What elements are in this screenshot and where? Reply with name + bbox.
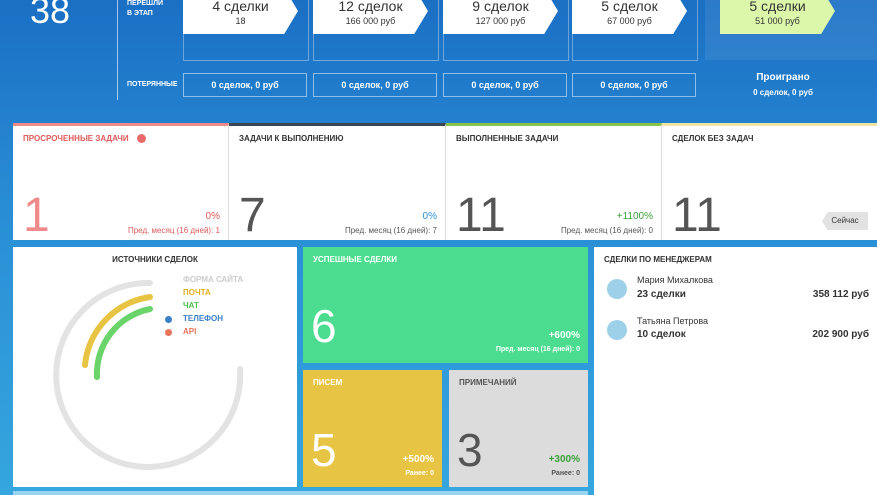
won-stage[interactable]: 5 сделки 51 000 руб	[720, 0, 835, 34]
stage-deals: 5 сделок	[601, 0, 658, 14]
letters-tile[interactable]: ПИСЕМ 5 +500% Ранее: 0	[303, 370, 442, 487]
alert-icon	[137, 134, 146, 143]
stage[interactable]: 4 сделки 18	[183, 0, 298, 34]
card-change: 0%	[205, 211, 220, 222]
tile-value: 5	[311, 424, 337, 476]
card-title: СДЕЛОК БЕЗ ЗАДАЧ	[672, 134, 754, 143]
notes-tile[interactable]: ПРИМЕЧАНИЙ 3 +300% Ранее: 0	[449, 370, 588, 487]
divider	[117, 0, 118, 100]
stage-amount: 127 000 руб	[475, 16, 526, 26]
managers-widget: СДЕЛКИ ПО МЕНЕДЖЕРАМ Мария Михалкова 23 …	[594, 247, 877, 495]
legend-dot	[165, 316, 172, 323]
card-title: ЗАДАЧИ К ВЫПОЛНЕНИЮ	[239, 134, 344, 143]
legend-item: ПОЧТА	[183, 288, 211, 297]
card-title: ПРОСРОЧЕННЫЕ ЗАДАЧИ	[23, 134, 129, 143]
tile-title: ПИСЕМ	[313, 378, 343, 387]
card-value: 11	[672, 189, 722, 242]
successful-tile[interactable]: УСПЕШНЫЕ СДЕЛКИ 6 +600% Пред. месяц (16 …	[303, 247, 588, 363]
legend-item: API	[183, 327, 197, 336]
card-prev: Пред. месяц (16 дней): 1	[127, 226, 220, 235]
stage[interactable]: 5 сделок 67 000 руб	[572, 0, 687, 34]
tile-title: ПРИМЕЧАНИЙ	[459, 378, 517, 387]
tile-title: УСПЕШНЫЕ СДЕЛКИ	[313, 255, 397, 264]
tile-prev: Ранее: 0	[551, 470, 580, 477]
arc	[82, 294, 153, 368]
manager-name[interactable]: Татьяна Петрова	[637, 316, 709, 326]
stage-lost: 0 сделок, 0 руб	[572, 73, 696, 97]
tile-change: +600%	[548, 330, 580, 341]
stage[interactable]: 9 сделок 127 000 руб	[443, 0, 558, 34]
legend-dot	[165, 329, 172, 336]
legend-item: ТЕЛЕФОН	[183, 314, 223, 323]
task-card[interactable]: ЗАДАЧИ К ВЫПОЛНЕНИЮ 7 0% Пред. месяц (16…	[229, 123, 446, 242]
card-title: ВЫПОЛНЕННЫЕ ЗАДАЧИ	[456, 134, 559, 143]
card-change: +1100%	[616, 211, 653, 222]
tile-prev: Пред. месяц (16 дней): 0	[495, 346, 580, 353]
moved-label: ПЕРЕШЛИ	[127, 0, 164, 7]
stage-deals: 4 сделки	[212, 0, 269, 14]
lost-total-title: Проиграно	[756, 72, 810, 83]
card-value: 11	[456, 189, 506, 242]
next-row	[13, 491, 588, 495]
arc	[93, 306, 153, 380]
manager-deals: 23 сделки	[637, 289, 686, 300]
manager-amount: 202 900 руб	[812, 329, 869, 340]
total: 38	[30, 0, 71, 31]
tile-value: 6	[311, 300, 337, 352]
moved-label: В ЭТАП	[127, 10, 153, 17]
avatar	[607, 279, 627, 299]
stage-deals: 9 сделок	[472, 0, 529, 14]
tile-value: 3	[457, 424, 483, 476]
sources-widget: ИСТОЧНИКИ СДЕЛОК ФОРМА САЙТА ПОЧТА ЧАТ Т…	[13, 247, 297, 487]
widget-title: СДЕЛКИ ПО МЕНЕДЖЕРАМ	[604, 255, 712, 264]
task-card[interactable]: СДЕЛОК БЕЗ ЗАДАЧ 11 Сейчас	[662, 123, 877, 242]
manager-deals: 10 сделок	[637, 329, 686, 340]
tile-change: +300%	[548, 454, 580, 465]
widget-title: ИСТОЧНИКИ СДЕЛОК	[112, 255, 198, 264]
task-card[interactable]: ПРОСРОЧЕННЫЕ ЗАДАЧИ 1 0% Пред. месяц (16…	[13, 123, 229, 242]
legend-item: ФОРМА САЙТА	[183, 275, 244, 284]
card-prev: Пред. месяц (16 дней): 0	[560, 226, 653, 235]
lost-label: ПОТЕРЯННЫЕ	[127, 81, 178, 88]
card-value: 1	[23, 189, 50, 242]
card-value: 7	[239, 189, 266, 242]
card-change: 0%	[422, 211, 437, 222]
tile-change: +500%	[402, 454, 434, 465]
arc	[53, 279, 244, 470]
manager-name[interactable]: Мария Михалкова	[637, 275, 713, 285]
avatar	[607, 320, 627, 340]
manager-amount: 358 112 руб	[812, 289, 869, 300]
tile-prev: Ранее: 0	[405, 470, 434, 477]
card-prev: Пред. месяц (16 дней): 7	[344, 226, 437, 235]
stage-amount: 67 000 руб	[607, 16, 652, 26]
lost-total-value: 0 сделок, 0 руб	[753, 88, 813, 97]
stage[interactable]: 12 сделок 166 000 руб	[313, 0, 428, 34]
won-amount: 51 000 руб	[755, 16, 800, 26]
task-card[interactable]: ВЫПОЛНЕННЫЕ ЗАДАЧИ 11 +1100% Пред. месяц…	[446, 123, 662, 242]
stage-amount: 18	[235, 16, 246, 26]
donut	[53, 279, 244, 470]
stage-amount: 166 000 руб	[345, 16, 396, 26]
stage-lost: 0 сделок, 0 руб	[183, 73, 307, 97]
stage-lost: 0 сделок, 0 руб	[443, 73, 567, 97]
won-deals: 5 сделки	[749, 0, 806, 14]
stage-lost: 0 сделок, 0 руб	[313, 73, 437, 97]
legend-item: ЧАТ	[183, 301, 199, 310]
stage-deals: 12 сделок	[338, 0, 403, 14]
now-tag: Сейчас	[822, 212, 868, 230]
